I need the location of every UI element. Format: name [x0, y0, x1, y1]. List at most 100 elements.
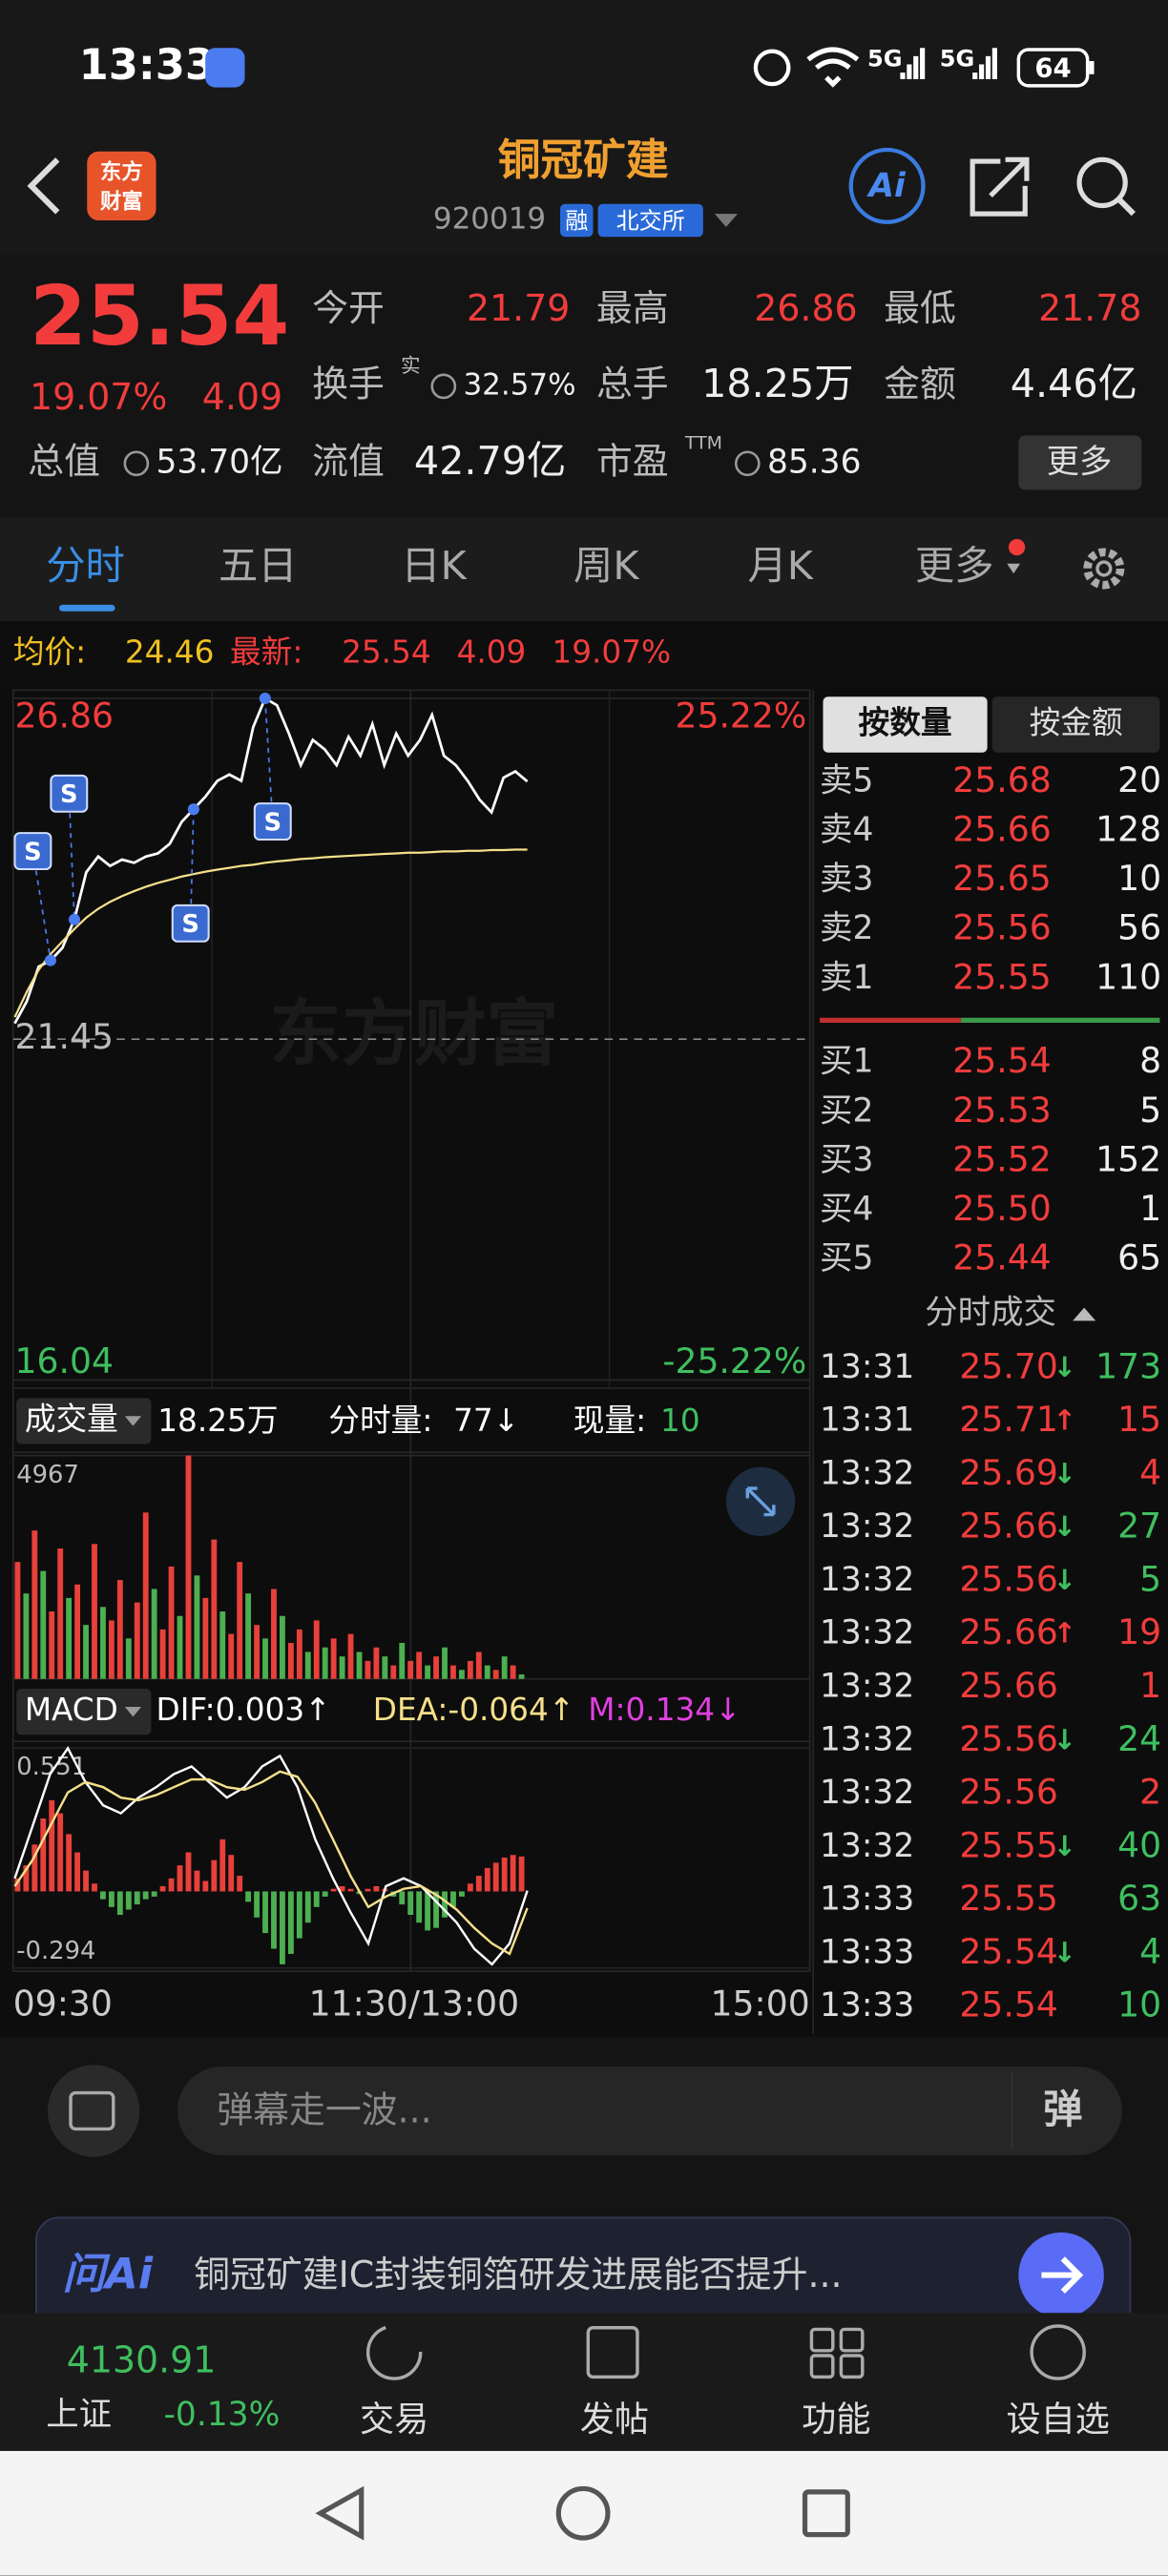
macd-bar — [467, 1883, 473, 1892]
y2-tick-label: 25.22% — [675, 696, 806, 737]
macd-bar — [23, 1865, 30, 1892]
trade-qty: 4 — [1139, 1931, 1161, 1972]
nav-item[interactable]: 设自选 — [1006, 2399, 1109, 2440]
macd-tick-label: -0.294 — [16, 1937, 95, 1965]
book-label: 买2 — [820, 1091, 873, 1130]
danmaku-button[interactable]: 弹 — [1043, 2087, 1082, 2132]
macd-bar — [245, 1891, 252, 1902]
settings-button[interactable] — [1083, 548, 1125, 590]
volume-bar — [271, 1589, 277, 1679]
macd-bar — [510, 1855, 516, 1892]
tab[interactable]: 分时 — [46, 543, 125, 589]
selector-caret — [124, 1416, 142, 1426]
share-button[interactable] — [970, 156, 1030, 217]
tab[interactable]: 日K — [401, 543, 467, 589]
quote-value: 85.36 — [767, 443, 862, 481]
nav-item[interactable]: 发帖 — [580, 2399, 649, 2440]
signal-box — [253, 802, 292, 841]
signal-dot — [68, 913, 80, 925]
macd-bar — [116, 1891, 123, 1916]
volume-bar — [518, 1674, 525, 1679]
more-button[interactable] — [1018, 435, 1142, 490]
volume-bar — [57, 1548, 64, 1679]
macd-selector-label: MACD — [25, 1692, 118, 1728]
signal-box — [50, 774, 89, 813]
quote-label: 总手 — [596, 363, 669, 405]
ai-button[interactable] — [848, 147, 926, 224]
macd-bar — [66, 1834, 73, 1892]
macd-dea: DEA:-0.064↑ — [373, 1692, 574, 1728]
sys-back[interactable] — [315, 2485, 365, 2541]
macd-bar — [450, 1891, 456, 1907]
quote-value: 32.57% — [463, 367, 575, 402]
book-price: 25.54 — [952, 1040, 1051, 1081]
tab[interactable]: 月K — [748, 543, 814, 589]
signal-bar — [907, 64, 912, 79]
macd-bar — [339, 1885, 345, 1892]
macd-selector[interactable] — [16, 1689, 152, 1735]
macd-bar — [237, 1876, 243, 1892]
tab[interactable]: 更多 — [915, 543, 994, 589]
volume-bar — [475, 1652, 482, 1679]
quote-panel — [0, 255, 1168, 518]
volume-bar — [134, 1602, 140, 1679]
trade-price: 25.54 — [959, 1984, 1057, 2025]
quote-label: 最低 — [884, 287, 956, 329]
watch-icon — [1030, 2324, 1086, 2380]
trade-arrow: ↓ — [1053, 1457, 1076, 1489]
comment-input[interactable] — [177, 2067, 1122, 2155]
macd-bar — [83, 1870, 89, 1892]
trade-arrow: ↓ — [1053, 1723, 1076, 1755]
macd-bar — [271, 1891, 277, 1949]
tick-volume-label: 分时量: — [328, 1402, 432, 1439]
volume-selector[interactable] — [16, 1398, 152, 1444]
volume-bar — [262, 1638, 268, 1679]
book-label: 买1 — [820, 1043, 873, 1081]
volume-bar — [66, 1597, 73, 1679]
book-qty: 5 — [1139, 1090, 1161, 1131]
signal-bar — [972, 73, 978, 79]
sys-recent[interactable] — [802, 2489, 850, 2538]
search-button[interactable] — [1076, 156, 1128, 209]
book-qty: 65 — [1117, 1237, 1161, 1278]
macd-bar — [134, 1891, 140, 1905]
trade-time: 13:32 — [820, 1668, 914, 1706]
latest-change: 4.09 — [457, 634, 527, 670]
latest-label: 最新: — [230, 634, 302, 670]
book-tab-inactive[interactable] — [991, 696, 1160, 753]
trade-price: 25.55 — [959, 1878, 1057, 1919]
ad-brand: 问Ai — [62, 2248, 153, 2298]
macd-bar — [304, 1891, 311, 1923]
book-tab-active[interactable] — [823, 696, 988, 753]
macd-bar — [442, 1891, 448, 1918]
signal-dot — [187, 803, 199, 816]
logo-text: 东方 — [100, 159, 143, 185]
nav-item[interactable]: 功能 — [802, 2399, 870, 2440]
volume-bar — [339, 1656, 345, 1679]
nav-item[interactable]: 交易 — [360, 2399, 428, 2440]
volume-bar — [433, 1656, 439, 1679]
signal-label: S — [60, 780, 78, 809]
trade-qty: 2 — [1139, 1772, 1161, 1813]
macd-tick-label: 0.551 — [16, 1753, 87, 1781]
tab[interactable]: 五日 — [219, 543, 298, 589]
network-label: 5G — [940, 45, 975, 72]
volume-bar — [202, 1597, 209, 1679]
status-time: 13:33 — [79, 39, 215, 90]
signal-label: S — [181, 910, 199, 939]
x-label: 11:30/13:00 — [309, 1983, 519, 2024]
tab[interactable]: 周K — [574, 543, 639, 589]
function-icon — [839, 2354, 865, 2379]
signal-dot — [44, 954, 56, 966]
sys-home[interactable] — [555, 2485, 611, 2541]
comment-list-button[interactable] — [47, 2065, 140, 2157]
volume-bar — [382, 1656, 388, 1679]
macd-bar — [296, 1891, 302, 1939]
back-button[interactable] — [27, 157, 60, 215]
macd-bar — [347, 1888, 354, 1892]
macd-bar — [262, 1891, 268, 1934]
tab-bar — [0, 517, 1168, 622]
function-icon — [809, 2327, 835, 2353]
macd-bar — [40, 1818, 47, 1892]
trade-price: 25.69 — [959, 1452, 1057, 1493]
